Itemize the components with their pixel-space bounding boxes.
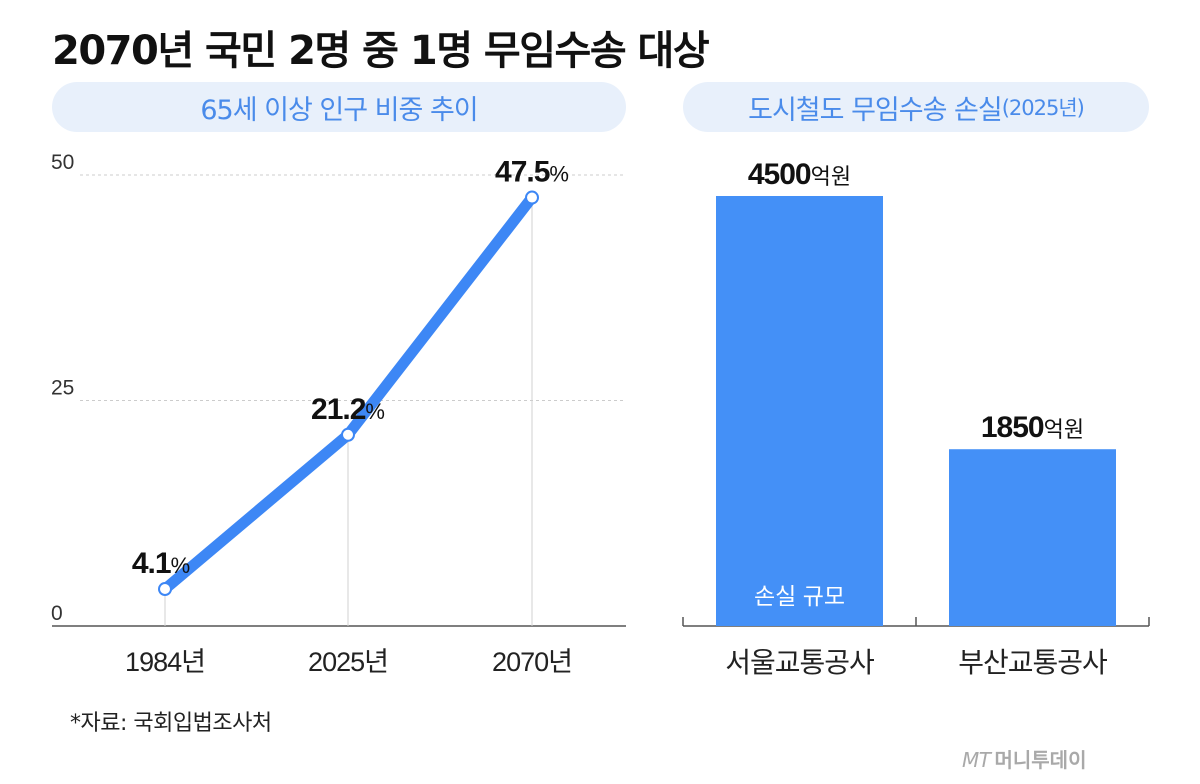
bar: [716, 196, 883, 626]
x-tick-label: 1984년: [125, 647, 205, 677]
data-label: 4.1%: [132, 547, 190, 580]
data-point-marker: [341, 427, 355, 442]
bar-category-label: 부산교통공사: [958, 647, 1107, 678]
bar-value-label: 1850억원: [981, 411, 1084, 444]
bar-category-label: 서울교통공사: [725, 647, 874, 678]
publisher-logo: MT 머니투데이: [962, 744, 1086, 773]
line-chart-header: 65세 이상 인구 비중 추이: [52, 82, 626, 132]
data-point-marker: [525, 190, 539, 205]
logo-name: 머니투데이: [994, 748, 1087, 772]
bar-chart-header: 도시철도 무임수송 손실 (2025년): [683, 82, 1149, 132]
page-title: 2070년 국민 2명 중 1명 무임수송 대상: [52, 28, 710, 74]
bar-chart-header-sublabel: (2025년): [1001, 96, 1085, 120]
data-point-marker: [158, 582, 172, 597]
source-note: *자료: 국회입법조사처: [70, 711, 272, 736]
bar-inner-label: 손실 규모: [754, 583, 845, 609]
y-tick-label: 25: [51, 377, 74, 400]
data-label: 21.2%: [311, 393, 385, 426]
x-tick-label: 2025년: [308, 647, 388, 677]
bar-chart-header-label: 도시철도 무임수송 손실: [748, 94, 1003, 126]
y-tick-label: 0: [51, 602, 63, 625]
bar-value-label: 4500억원: [748, 158, 851, 191]
line-chart-header-label: 65세 이상 인구 비중 추이: [200, 94, 478, 126]
bar: [949, 449, 1116, 626]
data-label: 47.5%: [495, 156, 569, 189]
y-tick-label: 50: [51, 151, 74, 174]
x-tick-label: 2070년: [492, 647, 572, 677]
logo-mark: MT: [962, 748, 991, 772]
